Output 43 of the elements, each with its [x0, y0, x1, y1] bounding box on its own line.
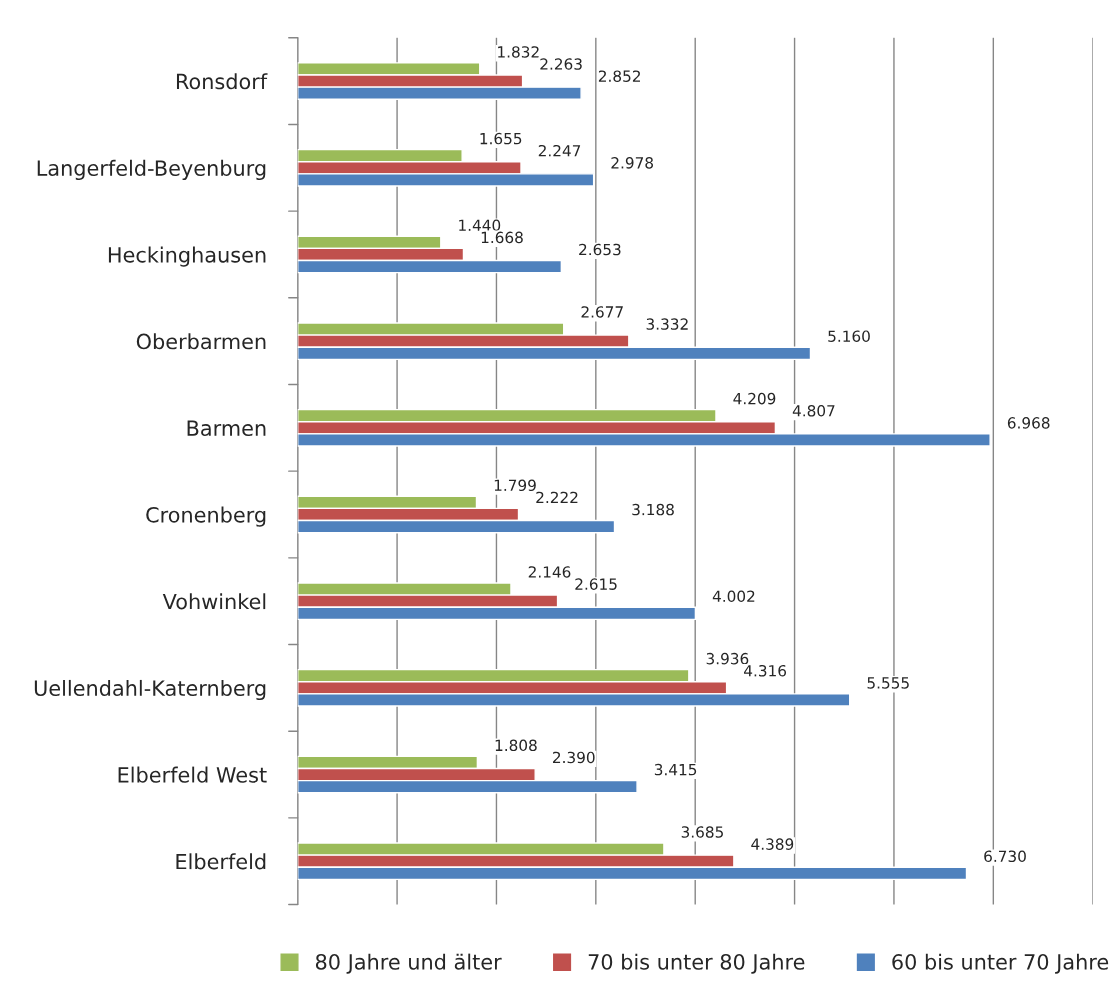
data-label: 2.653 — [579, 243, 621, 256]
data-label: 2.146 — [528, 566, 571, 578]
data-label: 5.160 — [828, 330, 870, 342]
data-label: 2.263 — [540, 58, 582, 70]
data-label: 4.316 — [744, 665, 787, 677]
y-tick-label: Ronsdorf — [176, 73, 268, 90]
legend-label: 70 bis unter 80 Jahre — [588, 953, 805, 974]
y-tick-label: Langerfeld-Beyenburg — [37, 159, 266, 181]
data-label: 3.332 — [646, 318, 688, 330]
y-tick-label: Uellendahl-Katernberg — [34, 679, 266, 701]
data-label: 2.978 — [611, 157, 653, 169]
y-tick-label: Elberfeld West — [118, 766, 267, 783]
data-label: 6.968 — [1007, 417, 1050, 429]
data-label: 6.730 — [984, 850, 1026, 863]
data-label: 4.209 — [733, 392, 776, 405]
data-label: 2.677 — [581, 306, 623, 318]
data-label: 3.188 — [632, 503, 674, 516]
data-label: 1.668 — [481, 231, 523, 244]
data-label: 1.808 — [495, 739, 537, 752]
legend-label: 60 bis unter 70 Jahre — [892, 953, 1109, 974]
data-label: 2.247 — [538, 144, 581, 157]
data-label: 3.415 — [654, 763, 697, 776]
y-tick-label: Elberfeld — [176, 853, 266, 870]
data-label: 1.832 — [498, 46, 539, 58]
legend-label: 80 Jahre und älter — [315, 953, 502, 974]
data-label: 1.655 — [480, 132, 522, 145]
y-tick-label: Cronenberg — [146, 506, 266, 527]
data-label: 1.440 — [459, 219, 501, 232]
y-tick-label: Barmen — [187, 420, 266, 437]
y-tick-label: Vohwinkel — [162, 593, 266, 610]
y-tick-label: Oberbarmen — [136, 333, 266, 350]
data-label: 4.389 — [751, 838, 794, 850]
data-label: 2.615 — [575, 578, 617, 590]
data-label: 3.936 — [706, 652, 749, 665]
data-label: 1.799 — [494, 479, 536, 492]
data-label: 4.807 — [792, 404, 835, 417]
y-tick-label: Heckinghausen — [108, 246, 266, 267]
data-label: 4.002 — [712, 590, 755, 603]
data-label: 5.555 — [867, 677, 909, 689]
data-label: 3.685 — [681, 826, 723, 838]
data-label: 2.390 — [553, 751, 595, 764]
data-label: 2.222 — [536, 491, 578, 503]
data-label: 2.852 — [598, 70, 640, 82]
